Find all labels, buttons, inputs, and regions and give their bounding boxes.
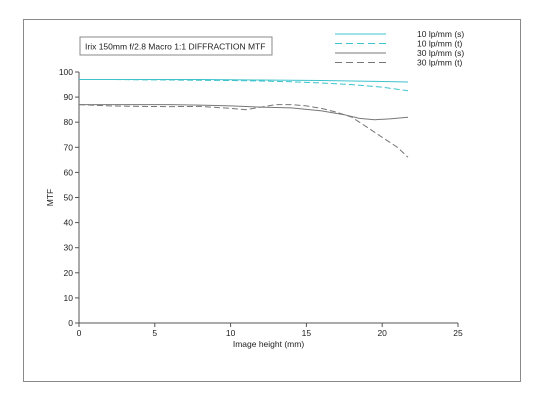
legend-label-4: 30 lp/mm (t): [417, 58, 463, 68]
x-tick-label: 15: [302, 328, 312, 338]
x-tick-label: 25: [453, 328, 463, 338]
y-tick-label: 10: [64, 293, 74, 303]
y-tick-label: 0: [68, 318, 73, 328]
y-tick-label: 100: [59, 67, 73, 77]
y-tick-label: 40: [64, 218, 74, 228]
y-axis-title: MTF: [45, 189, 55, 206]
x-axis-title: Image height (mm): [233, 339, 304, 349]
chart-frame: Irix 150mm f/2.8 Macro 1:1 DIFFRACTION M…: [23, 19, 521, 382]
y-tick-label: 80: [64, 117, 74, 127]
chart-title: Irix 150mm f/2.8 Macro 1:1 DIFFRACTION M…: [85, 42, 265, 52]
axes: 0 10 20 30 40 50 60 70 80 90 100 0 5 10 15 20 25: [59, 67, 463, 338]
y-tick-label: 30: [64, 243, 74, 253]
y-tick-label: 70: [64, 142, 74, 152]
legend: 10 lp/mm (s)10 lp/mm (t)30 lp/mm (s)30 l…: [335, 29, 464, 68]
chart-title-box: Irix 150mm f/2.8 Macro 1:1 DIFFRACTION M…: [79, 36, 273, 56]
series-line-2: [79, 79, 409, 92]
y-tick-label: 90: [64, 92, 74, 102]
y-tick-label: 50: [64, 193, 74, 203]
x-tick-label: 20: [377, 328, 387, 338]
x-tick-label: 10: [226, 328, 236, 338]
legend-label-2: 10 lp/mm (t): [417, 39, 463, 49]
legend-label-1: 10 lp/mm (s): [417, 29, 464, 39]
legend-label-3: 30 lp/mm (s): [417, 48, 464, 58]
series-layer: [78, 79, 409, 158]
chart-title-border: [79, 36, 273, 56]
mtf-chart: Irix 150mm f/2.8 Macro 1:1 DIFFRACTION M…: [45, 29, 464, 349]
x-tick-label: 5: [152, 328, 157, 338]
x-tick-label: 0: [77, 328, 82, 338]
series-line-4: [78, 104, 409, 158]
y-tick-label: 20: [64, 268, 74, 278]
y-tick-label: 60: [64, 167, 74, 177]
series-line-3: [79, 104, 409, 121]
